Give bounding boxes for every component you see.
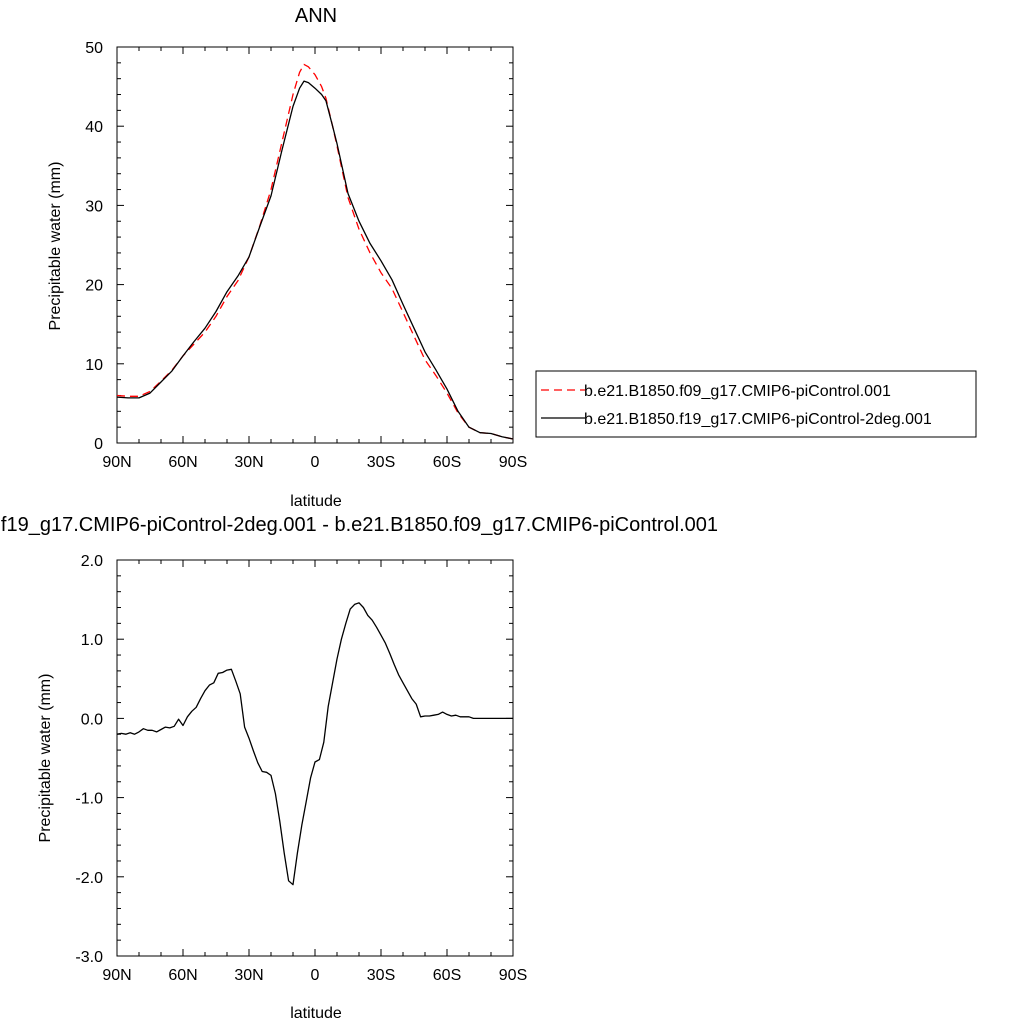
x-tick-label: 30N <box>234 454 263 471</box>
plot-frame <box>116 559 514 957</box>
legend-label-series-1: b.e21.B1850.f09_g17.CMIP6-piControl.001 <box>584 383 891 400</box>
x-tick-label: 30S <box>367 454 395 471</box>
y-tick-label: -1.0 <box>75 791 103 808</box>
y-tick-label: -3.0 <box>75 949 103 966</box>
y-tick-label: 50 <box>85 40 103 57</box>
x-tick-label: 30S <box>367 967 395 984</box>
panel-bottom: b.e21.B1850.f19_g17.CMIP6-piControl-2deg… <box>0 514 718 1022</box>
series-line-2 <box>116 80 514 440</box>
x-tick-label: 60S <box>433 454 461 471</box>
panel-top: ANN Precipitable water (mm) latitude b.e… <box>47 5 977 510</box>
y-axis-label-top: Precipitable water (mm) <box>47 162 64 331</box>
x-tick-label: 90S <box>499 967 527 984</box>
y-tick-label: 40 <box>85 119 103 136</box>
x-tick-label: 90N <box>102 967 131 984</box>
y-tick-label: 1.0 <box>81 632 103 649</box>
chart-title-bottom: b.e21.B1850.f19_g17.CMIP6-piControl-2deg… <box>0 514 718 536</box>
x-tick-label: 90S <box>499 454 527 471</box>
y-tick-label: 30 <box>85 198 103 215</box>
y-tick-label: 2.0 <box>81 553 103 570</box>
x-tick-label: 60N <box>168 454 197 471</box>
x-tick-label: 60S <box>433 967 461 984</box>
legend-top: b.e21.B1850.f09_g17.CMIP6-piControl.001 … <box>535 370 977 438</box>
y-tick-label: 0 <box>94 436 103 453</box>
x-axis-label-bottom: latitude <box>290 1005 342 1022</box>
chart-title-top: ANN <box>295 5 337 27</box>
y-tick-label: 0.0 <box>81 711 103 728</box>
y-tick-label: 10 <box>85 357 103 374</box>
y-tick-label: 20 <box>85 278 103 295</box>
y-axis-label-bottom: Precipitable water (mm) <box>37 674 54 843</box>
series-line-1 <box>116 602 513 886</box>
legend-label-series-2: b.e21.B1850.f19_g17.CMIP6-piControl-2deg… <box>584 411 932 428</box>
plot-frame <box>116 46 514 444</box>
x-tick-label: 90N <box>102 454 131 471</box>
x-tick-label: 30N <box>234 967 263 984</box>
x-tick-label: 60N <box>168 967 197 984</box>
legend-box <box>535 370 977 438</box>
x-tick-label: 0 <box>311 967 320 984</box>
series-line-1 <box>116 63 514 440</box>
x-axis-label-top: latitude <box>290 493 342 510</box>
x-tick-label: 0 <box>311 454 320 471</box>
y-tick-label: -2.0 <box>75 870 103 887</box>
